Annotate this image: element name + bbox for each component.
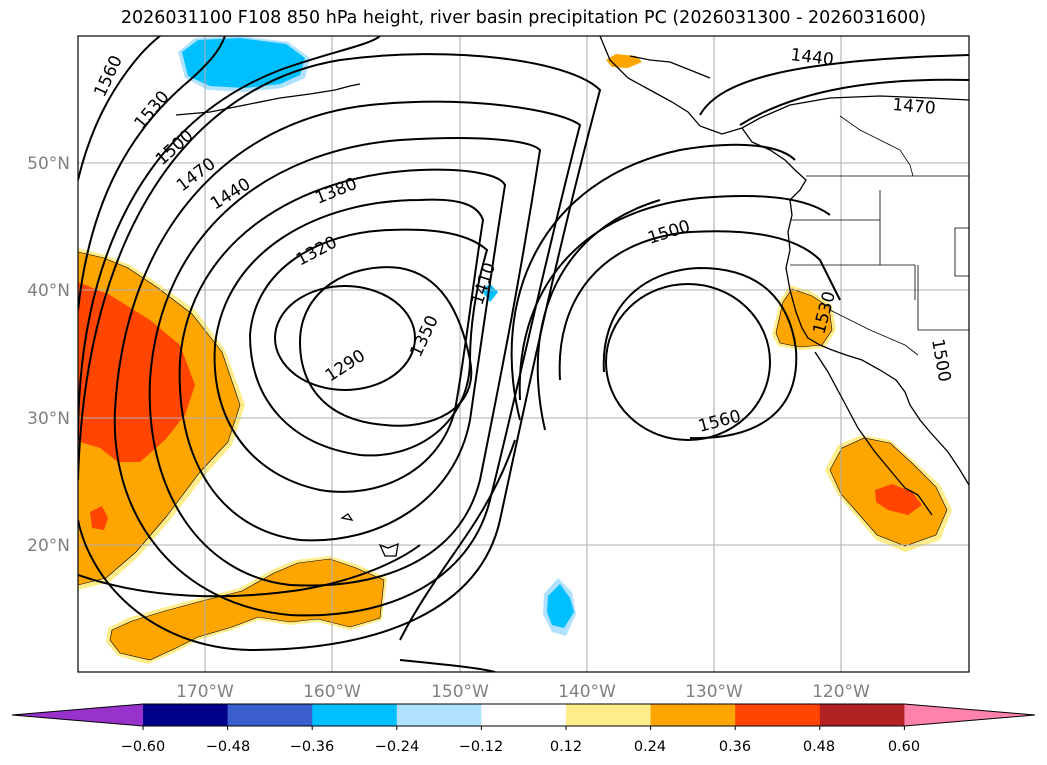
pc-shading-west bbox=[78, 248, 245, 590]
lon-label: 160°W bbox=[303, 682, 361, 702]
contour-label: 1410 bbox=[468, 260, 500, 307]
contour-label: 1380 bbox=[312, 174, 360, 209]
lon-label: 150°W bbox=[431, 682, 489, 702]
colorbar-segment bbox=[227, 704, 313, 726]
colorbar-segment bbox=[143, 704, 229, 726]
colorbar-tick-label: 0.48 bbox=[803, 739, 835, 755]
map-frame bbox=[77, 35, 970, 673]
pc-shading-negative bbox=[178, 36, 576, 636]
lat-label: 30°N bbox=[27, 409, 70, 429]
longitude-labels: 170°W 160°W 150°W 140°W 130°W 120°W bbox=[176, 682, 870, 702]
pc-shading-south bbox=[106, 556, 387, 664]
coastlines bbox=[175, 36, 969, 557]
pc-shading-southeast bbox=[825, 435, 952, 552]
lon-label: 140°W bbox=[558, 682, 616, 702]
lat-label: 40°N bbox=[27, 281, 70, 301]
colorbar-segment bbox=[312, 704, 398, 726]
contour-label: 1560 bbox=[90, 52, 126, 100]
colorbar bbox=[11, 703, 1036, 730]
lat-label: 50°N bbox=[27, 154, 70, 174]
height-contours bbox=[78, 36, 969, 672]
contour-label: 1320 bbox=[293, 232, 341, 270]
contour-label: 1500 bbox=[927, 337, 954, 383]
latitude-labels: 50°N 40°N 30°N 20°N bbox=[27, 154, 70, 556]
colorbar-segment bbox=[481, 704, 567, 726]
contour-label: 1350 bbox=[406, 312, 442, 360]
pc-shading-california bbox=[772, 285, 836, 350]
contour-label: 1440 bbox=[207, 174, 254, 214]
colorbar-extend-min bbox=[12, 704, 143, 726]
colorbar-tick-label: −0.60 bbox=[121, 739, 165, 755]
contour-label: 1530 bbox=[131, 87, 174, 133]
colorbar-tick-label: 0.36 bbox=[719, 739, 751, 755]
lon-label: 170°W bbox=[176, 682, 234, 702]
colorbar-tick-labels: −0.60 −0.48 −0.36 −0.24 −0.12 0.12 0.24 … bbox=[121, 739, 920, 755]
colorbar-segment bbox=[566, 704, 652, 726]
colorbar-tick-label: 0.24 bbox=[634, 739, 666, 755]
lon-label: 130°W bbox=[685, 682, 743, 702]
colorbar-segment bbox=[819, 704, 905, 726]
colorbar-tick-label: 0.60 bbox=[888, 739, 920, 755]
colorbar-tick-label: −0.24 bbox=[375, 739, 419, 755]
colorbar-tick-label: −0.48 bbox=[206, 739, 250, 755]
colorbar-segment bbox=[735, 704, 821, 726]
contour-label: 1560 bbox=[696, 406, 743, 437]
lon-label: 120°W bbox=[812, 682, 870, 702]
contour-label: 1470 bbox=[173, 154, 220, 196]
contour-label: 1440 bbox=[789, 45, 834, 70]
map-title: 2026031100 F108 850 hPa height, river ba… bbox=[120, 8, 927, 28]
lat-label: 20°N bbox=[27, 536, 70, 556]
contour-label: 1500 bbox=[645, 216, 692, 248]
contour-label: 1470 bbox=[892, 95, 937, 119]
borders bbox=[790, 115, 969, 356]
colorbar-segment bbox=[396, 704, 482, 726]
colorbar-tick-label: 0.12 bbox=[550, 739, 582, 755]
colorbar-extend-max bbox=[904, 704, 1035, 726]
colorbar-tick-label: −0.12 bbox=[459, 739, 503, 755]
colorbar-segment bbox=[650, 704, 736, 726]
contour-label: 1290 bbox=[322, 346, 369, 386]
colorbar-tick-label: −0.36 bbox=[290, 739, 334, 755]
